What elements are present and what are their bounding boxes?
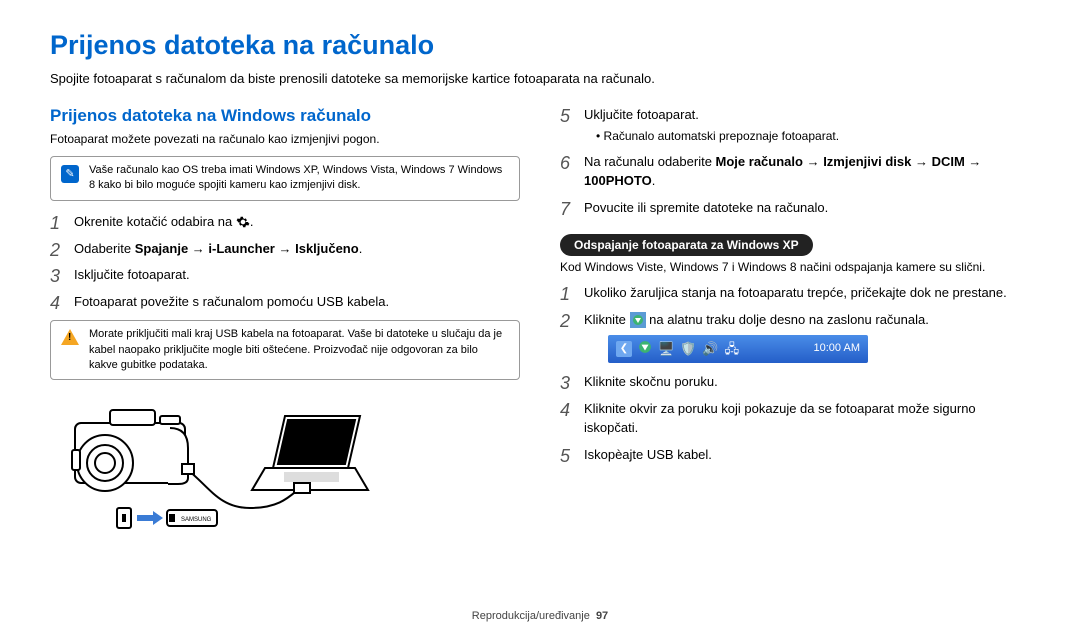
- tray-safely-remove-icon: [638, 340, 652, 360]
- taskbar-time: 10:00 AM: [814, 341, 860, 357]
- s6d: Izmjenjivi disk: [823, 154, 911, 169]
- b-step-2: Kliknite na alatnu traku dolje desno na …: [560, 311, 1030, 364]
- steps-right-top: Uključite fotoaparat. Računalo automatsk…: [560, 106, 1030, 218]
- note-box: ✎ Vaše računalo kao OS treba imati Windo…: [50, 156, 520, 201]
- page-footer: Reprodukcija/uređivanje 97: [0, 610, 1080, 622]
- step-5-sub: Računalo automatski prepoznaje fotoapara…: [596, 128, 1030, 145]
- step-1: Okrenite kotačić odabira na .: [50, 213, 520, 232]
- s6b: Moje računalo: [716, 154, 803, 169]
- note-text: Vaše računalo kao OS treba imati Windows…: [89, 163, 509, 194]
- afterpill-text: Kod Windows Viste, Windows 7 i Windows 8…: [560, 260, 1030, 274]
- step-2-d: i-Launcher: [208, 241, 274, 256]
- edit-note-icon: ✎: [61, 165, 79, 183]
- s6i: .: [652, 173, 656, 188]
- s6c: →: [803, 154, 823, 169]
- tray-network-icon: 🖧: [725, 340, 740, 359]
- footer-section: Reprodukcija/uređivanje: [472, 610, 590, 622]
- step-6: Na računalu odaberite Moje računalo → Iz…: [560, 153, 1030, 191]
- disconnect-heading-pill: Odspajanje fotoaparata za Windows XP: [560, 234, 813, 256]
- s6e: →: [911, 154, 931, 169]
- s6f: DCIM: [932, 154, 965, 169]
- step-2-a: Odaberite: [74, 241, 135, 256]
- step-5: Uključite fotoaparat. Računalo automatsk…: [560, 106, 1030, 145]
- s6g: →: [965, 154, 982, 169]
- footer-page-number: 97: [596, 610, 608, 622]
- warning-icon: [61, 329, 79, 345]
- section-sub: Fotoaparat možete povezati na računalo k…: [50, 132, 520, 146]
- chevron-icon: ❮: [616, 341, 632, 357]
- two-column-layout: Prijenos datoteka na Windows računalo Fo…: [50, 106, 1030, 543]
- tray-monitor-icon: 🖥️: [658, 340, 674, 359]
- step-2-g: .: [359, 241, 363, 256]
- gear-icon: [236, 215, 250, 229]
- s6h: 100PHOTO: [584, 173, 652, 188]
- b2a: Kliknite: [584, 312, 630, 327]
- warning-box: Morate priključiti mali kraj USB kabela …: [50, 320, 520, 380]
- right-column: Uključite fotoaparat. Računalo automatsk…: [560, 106, 1030, 543]
- safely-remove-icon: [630, 312, 646, 328]
- step-7: Povucite ili spremite datoteke na računa…: [560, 199, 1030, 218]
- warning-text: Morate priključiti mali kraj USB kabela …: [89, 327, 509, 373]
- step-1-text: Okrenite kotačić odabira na: [74, 214, 232, 229]
- step-2-e: →: [275, 241, 295, 256]
- tray-shield-icon: 🛡️: [680, 340, 696, 359]
- camera-laptop-diagram: SAMSUNG: [50, 398, 370, 538]
- step-4: Fotoaparat povežite s računalom pomoću U…: [50, 293, 520, 312]
- b-step-1: Ukoliko žaruljica stanja na fotoaparatu …: [560, 284, 1030, 303]
- svg-text:SAMSUNG: SAMSUNG: [181, 517, 212, 523]
- taskbar-illustration: ❮ 🖥️ 🛡️ 🔊 🖧 10:00 AM: [608, 335, 868, 363]
- s6a: Na računalu odaberite: [584, 154, 716, 169]
- b-step-4: Kliknite okvir za poruku koji pokazuje d…: [560, 400, 1030, 438]
- tray-volume-icon: 🔊: [702, 340, 718, 359]
- step-3: Isključite fotoaparat.: [50, 266, 520, 285]
- step-2: Odaberite Spajanje → i-Launcher → Isklju…: [50, 240, 520, 259]
- steps-right-bottom: Ukoliko žaruljica stanja na fotoaparatu …: [560, 284, 1030, 465]
- step-2-f: Isključeno: [295, 241, 359, 256]
- b2b: na alatnu traku dolje desno na zaslonu r…: [649, 312, 929, 327]
- section-heading-windows: Prijenos datoteka na Windows računalo: [50, 106, 520, 126]
- step-2-c: →: [188, 241, 208, 256]
- steps-left: Okrenite kotačić odabira na . Odaberite …: [50, 213, 520, 312]
- left-column: Prijenos datoteka na Windows računalo Fo…: [50, 106, 520, 543]
- step-2-b: Spajanje: [135, 241, 188, 256]
- b-step-3: Kliknite skočnu poruku.: [560, 373, 1030, 392]
- page-title: Prijenos datoteka na računalo: [50, 30, 1030, 61]
- intro-text: Spojite fotoaparat s računalom da biste …: [50, 71, 1030, 86]
- b-step-5: Iskopèajte USB kabel.: [560, 446, 1030, 465]
- step-5-text: Uključite fotoaparat.: [584, 107, 699, 122]
